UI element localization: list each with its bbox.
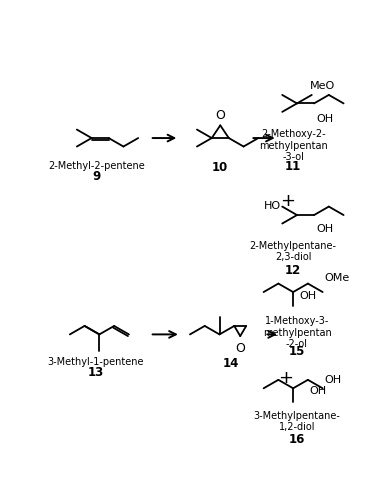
Text: 3-Methyl-1-pentene: 3-Methyl-1-pentene: [47, 356, 144, 366]
Text: OH: OH: [316, 113, 334, 123]
Text: OH: OH: [309, 385, 327, 395]
Text: +: +: [278, 368, 293, 386]
Text: 3-Methylpentane-
1,2-diol: 3-Methylpentane- 1,2-diol: [254, 410, 340, 432]
Text: OMe: OMe: [324, 272, 349, 283]
Text: 2-Methylpentane-
2,3-diol: 2-Methylpentane- 2,3-diol: [250, 240, 337, 262]
Text: 11: 11: [285, 160, 301, 172]
Text: OH: OH: [299, 290, 316, 300]
Text: 14: 14: [223, 356, 239, 369]
Text: O: O: [215, 109, 225, 122]
Text: 13: 13: [87, 365, 103, 378]
Text: HO: HO: [263, 201, 281, 211]
Text: O: O: [235, 341, 245, 354]
Text: 12: 12: [285, 263, 301, 276]
Text: OH: OH: [324, 375, 341, 385]
Text: 10: 10: [212, 160, 229, 173]
Text: MeO: MeO: [310, 81, 336, 91]
Text: 2-Methyl-2-pentene: 2-Methyl-2-pentene: [48, 160, 145, 170]
Text: 9: 9: [93, 169, 101, 182]
Text: 16: 16: [289, 432, 305, 445]
Text: +: +: [280, 191, 295, 209]
Text: 15: 15: [289, 345, 305, 358]
Text: OH: OH: [316, 223, 334, 233]
Text: 2-Methoxy-2-
methylpentan
-3-ol: 2-Methoxy-2- methylpentan -3-ol: [259, 129, 327, 162]
Text: 1-Methoxy-3-
methylpentan
-2-ol: 1-Methoxy-3- methylpentan -2-ol: [263, 316, 331, 348]
